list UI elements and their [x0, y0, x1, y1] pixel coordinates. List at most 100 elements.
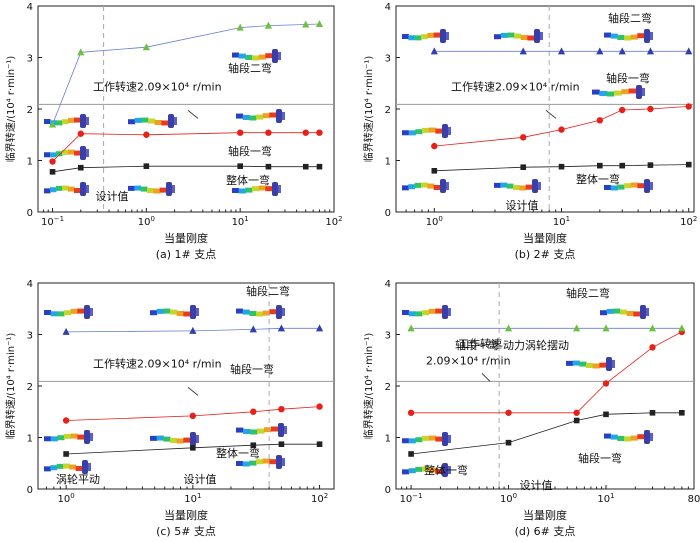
rotor-shaft-segment — [236, 427, 244, 433]
rotor-shaft-segment — [153, 188, 161, 194]
rotor-shaft-segment — [402, 185, 409, 191]
rotor-shaft-segment — [422, 310, 430, 316]
rotor-shaft-segment — [600, 310, 608, 316]
rotor-shaft-segment — [257, 428, 265, 434]
rotor-shaft-segment — [44, 152, 51, 158]
rotor-mode-thumbnail — [402, 29, 449, 43]
rotor-shaft-segment — [56, 151, 63, 157]
rotor-shaft-segment — [624, 436, 632, 442]
rotor-shaft-segment — [50, 436, 58, 442]
rotor-disk — [442, 432, 448, 446]
panel-caption: (b) 2# 支点 — [515, 248, 576, 261]
rotor-disk-hub — [174, 117, 177, 125]
rotor-shaft-segment — [628, 88, 637, 94]
rotor-shaft-segment — [170, 437, 178, 443]
rotor-disk-hub — [448, 435, 451, 443]
rotor-disk-hub — [650, 182, 653, 190]
rotor-shaft-segment — [236, 113, 244, 119]
y-tick-label: 2 — [27, 105, 33, 116]
rotor-shaft-segment — [265, 53, 273, 59]
rotor-shaft-segment — [50, 311, 58, 317]
data-point-square — [265, 163, 272, 170]
data-point-square — [603, 411, 609, 418]
data-point-square — [685, 161, 692, 168]
rotor-shaft-segment — [238, 53, 246, 59]
rotor-shaft-segment — [256, 114, 264, 120]
rotor-shaft-segment — [435, 128, 443, 134]
rotor-disk-hub — [172, 185, 175, 193]
data-point-circle — [558, 126, 565, 133]
rotor-shaft-segment — [236, 460, 244, 466]
rotor-shaft-segment — [44, 466, 51, 472]
rotor-shaft-segment — [613, 308, 621, 314]
data-point-square — [431, 168, 438, 174]
rotor-mode-thumbnail — [44, 182, 89, 196]
annotation-label: 轴段一弯 — [228, 144, 272, 158]
work-speed-label: 工作转速2.09×10⁴ r/min — [451, 79, 580, 93]
rotor-disk — [440, 29, 446, 43]
rotor-disk-hub — [88, 463, 91, 471]
rotor-shaft-segment — [243, 428, 251, 434]
rotor-shaft-segment — [402, 438, 410, 444]
data-point-square — [408, 451, 414, 457]
rotor-shaft-segment — [134, 117, 142, 123]
data-point-triangle — [519, 47, 527, 55]
rotor-shaft-segment — [520, 34, 528, 40]
annotation-label: 设计值 — [96, 190, 129, 203]
x-tick-label: 100 — [58, 492, 75, 505]
data-point-triangle — [315, 324, 324, 332]
rotor-disk-hub — [86, 117, 89, 125]
rotor-shaft-segment — [256, 311, 264, 317]
data-point-square — [77, 164, 84, 171]
rotor-disk-hub — [448, 127, 451, 135]
data-point-square — [316, 441, 323, 447]
rotor-shaft-segment — [258, 185, 266, 191]
rotor-disk-hub — [448, 308, 451, 316]
rotor-shaft-segment — [232, 187, 240, 193]
rotor-shaft-segment — [50, 187, 57, 193]
y-tick-label: 2 — [385, 105, 391, 116]
rotor-mode-thumbnail — [402, 432, 451, 446]
rotor-mode-thumbnail — [44, 430, 93, 444]
y-tick-label: 0 — [385, 485, 391, 496]
x-tick-label: 102 — [311, 492, 328, 505]
rotor-shaft-segment — [56, 463, 64, 469]
annotation-label: 轴段一弯-动力涡轮摆动 — [455, 338, 569, 352]
rotor-disk — [190, 432, 196, 446]
rotor-shaft-segment — [44, 436, 52, 442]
rotor-disk-hub — [642, 88, 645, 96]
rotor-shaft-segment — [128, 185, 135, 191]
rotor-shaft-segment — [435, 436, 443, 442]
rotor-shaft-segment — [249, 460, 257, 466]
data-point-circle — [431, 142, 438, 150]
y-tick-label: 1 — [27, 157, 33, 168]
work-speed-label: 工作转速2.09×10⁴ r/min — [93, 79, 222, 93]
plot-frame — [37, 5, 335, 213]
rotor-shaft-segment — [163, 436, 171, 442]
rotor-shaft-segment — [64, 433, 72, 439]
data-point-square — [278, 441, 285, 447]
panel-caption: (a) 1# 支点 — [156, 248, 217, 261]
rotor-shaft-segment — [271, 426, 279, 432]
rotor-mode-thumbnail — [44, 146, 89, 160]
rotor-shaft-segment — [500, 32, 508, 38]
rotor-shaft-segment — [621, 89, 630, 95]
data-point-square — [237, 163, 243, 169]
data-point-triangle — [249, 325, 257, 333]
data-point-square — [573, 417, 580, 424]
rotor-shaft-segment — [156, 435, 164, 441]
y-tick-label: 0 — [27, 208, 33, 219]
rotor-shaft-segment — [408, 311, 416, 317]
rotor-shaft-segment — [70, 308, 78, 314]
rotor-shaft-segment — [427, 183, 435, 189]
y-tick-label: 2 — [385, 382, 391, 393]
rotor-disk — [276, 305, 282, 319]
rotor-shaft-segment — [408, 35, 416, 41]
rotor-shaft-segment — [134, 185, 142, 191]
rotor-disk-hub — [282, 308, 285, 316]
rotor-shaft-segment — [414, 35, 422, 41]
work-speed-leader — [187, 386, 199, 396]
data-point-circle — [236, 129, 244, 136]
rotor-disk — [190, 305, 196, 319]
rotor-disk-hub — [650, 32, 653, 40]
